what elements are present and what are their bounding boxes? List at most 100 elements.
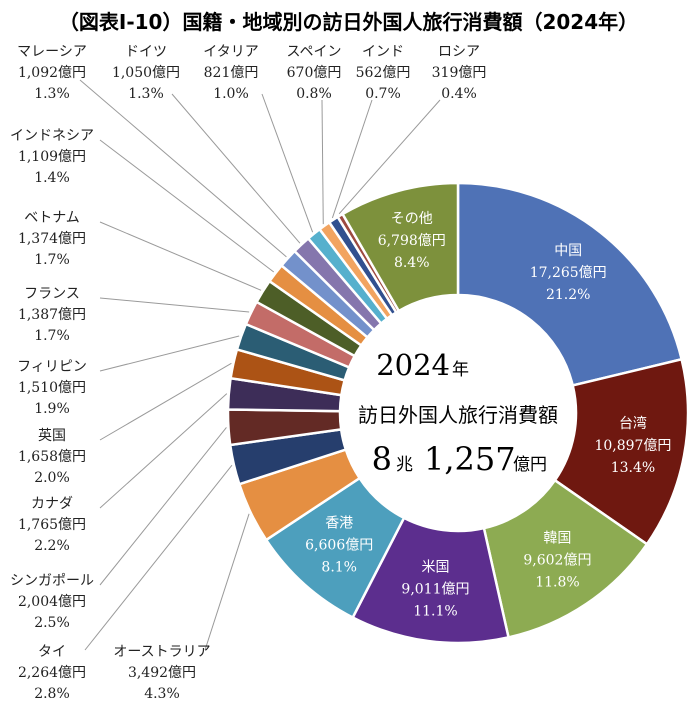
- slice-label-カナダ: カナダ 1,765億円 2.2%: [18, 496, 86, 554]
- center-oku-unit: 億円: [513, 455, 547, 475]
- leader-line-英国: [99, 362, 232, 441]
- slice-value: 3,492億円: [128, 665, 196, 681]
- slice-label-米国: 米国 9,011億円 11.1%: [401, 560, 469, 620]
- slice-name: イタリア: [203, 44, 258, 60]
- slice-value: 2,264億円: [18, 665, 86, 681]
- slice-name: タイ: [38, 644, 66, 660]
- slice-name: 韓国: [543, 531, 571, 547]
- leader-line-インドネシア: [99, 139, 275, 273]
- slice-pct: 0.7%: [365, 86, 401, 102]
- slice-pct: 1.3%: [34, 86, 70, 102]
- slice-name: その他: [391, 211, 433, 227]
- slice-label-ドイツ: ドイツ 1,050億円 1.3%: [112, 44, 180, 102]
- slice-pct: 8.4%: [394, 255, 430, 271]
- leader-line-フィリピン: [99, 335, 240, 372]
- slice-pct: 11.8%: [535, 575, 579, 591]
- slice-label-フィリピン: フィリピン 1,510億円 1.9%: [17, 359, 87, 417]
- slice-name: インドネシア: [10, 128, 94, 144]
- chart-title: （図表Ⅰ-10）国籍・地域別の訪日外国人旅行消費額（2024年）: [58, 10, 639, 34]
- slice-pct: 1.7%: [34, 252, 70, 268]
- leader-line-イタリア: [261, 93, 314, 233]
- slice-その他: [340, 181, 460, 313]
- slice-value: 821億円: [204, 65, 259, 81]
- slice-label-イタリア: イタリア 821億円 1.0%: [203, 44, 258, 102]
- slice-pct: 1.4%: [34, 170, 70, 186]
- slice-name: シンガポール: [10, 573, 94, 589]
- slice-label-ベトナム: ベトナム 1,374億円 1.7%: [18, 210, 86, 268]
- slice-name: ドイツ: [125, 44, 167, 60]
- slice-value: 670億円: [287, 65, 342, 81]
- slice-pct: 4.3%: [144, 686, 180, 702]
- slice-name: ロシア: [438, 44, 480, 60]
- slice-label-フランス: フランス 1,387億円 1.7%: [18, 286, 86, 344]
- leader-lines: [79, 79, 441, 651]
- slice-name: カナダ: [31, 496, 73, 512]
- leader-line-タイ: [84, 464, 233, 651]
- slice-label-台湾: 台湾 10,897億円 13.4%: [594, 415, 671, 476]
- slice-pct: 2.8%: [34, 686, 70, 702]
- slice-name: 英国: [38, 427, 66, 444]
- slice-name: フランス: [24, 286, 80, 302]
- slice-value: 6,606億円: [305, 538, 373, 554]
- donut-center: 2024 年 訪日外国人旅行消費額 8 兆 1,257 億円: [358, 348, 558, 478]
- slice-value: 9,011億円: [401, 582, 469, 598]
- slice-label-タイ: タイ 2,264億円 2.8%: [18, 644, 86, 702]
- slice-label-韓国: 韓国 9,602億円 11.8%: [523, 531, 591, 591]
- leader-line-ロシア: [338, 99, 441, 215]
- slice-value: 1,374億円: [18, 231, 86, 247]
- slice-name: オーストラリア: [113, 644, 210, 660]
- slice-value: 1,658億円: [18, 449, 86, 465]
- slice-value: 1,050億円: [112, 65, 180, 81]
- slice-pct: 2.0%: [34, 470, 70, 486]
- slice-value: 1,109億円: [18, 149, 86, 165]
- slice-labels: 中国 17,265億円 21.2% 台湾 10,897億円 13.4% 韓国 9,602億円 1…: [10, 44, 671, 702]
- slice-pct: 1.7%: [34, 328, 70, 344]
- leader-line-マレーシア: [79, 79, 287, 258]
- center-year: 2024: [376, 348, 450, 382]
- slice-label-英国: 英国 1,658億円 2.0%: [18, 427, 86, 486]
- slice-value: 1,510億円: [18, 380, 86, 396]
- center-total-oku: 1,257: [424, 440, 516, 478]
- leader-line-シンガポール: [99, 427, 227, 586]
- leader-line-フランス: [99, 297, 250, 313]
- slice-value: 1,765億円: [18, 517, 86, 533]
- center-label: 訪日外国人旅行消費額: [358, 403, 558, 427]
- slice-value: 1,387億円: [18, 307, 86, 323]
- slice-pct: 13.4%: [611, 460, 655, 476]
- leader-line-カナダ: [99, 393, 228, 509]
- slice-value: 319億円: [432, 65, 487, 81]
- slice-label-シンガポール: シンガポール 2,004億円 2.5%: [10, 573, 94, 631]
- slice-pct: 0.8%: [296, 86, 332, 102]
- slice-pct: 1.0%: [213, 86, 249, 102]
- slice-value: 2,004億円: [18, 594, 86, 610]
- slice-pct: 2.5%: [34, 615, 70, 631]
- center-year-unit: 年: [452, 360, 469, 380]
- slice-label-マレーシア: マレーシア 1,092億円 1.3%: [17, 44, 87, 102]
- center-cho-unit: 兆: [396, 455, 413, 475]
- slice-name: 香港: [325, 516, 353, 532]
- slice-pct: 2.2%: [34, 538, 70, 554]
- slice-name: 台湾: [619, 415, 647, 432]
- slice-value: 562億円: [356, 65, 411, 81]
- slice-value: 9,602億円: [523, 553, 591, 569]
- slice-pct: 8.1%: [321, 560, 357, 576]
- slice-name: フィリピン: [17, 359, 87, 375]
- leader-line-ベトナム: [99, 221, 262, 291]
- slice-label-インドネシア: インドネシア 1,109億円 1.4%: [10, 128, 94, 186]
- slice-value: 1,092億円: [18, 65, 86, 81]
- leader-line-インド: [331, 99, 373, 219]
- slice-name: インド: [362, 44, 404, 60]
- slice-name: スペイン: [286, 44, 341, 60]
- slice-label-中国: 中国 17,265億円 21.2%: [530, 243, 607, 303]
- slice-name: 中国: [554, 243, 582, 259]
- slice-name: マレーシア: [17, 44, 87, 60]
- leader-line-スペイン: [321, 99, 324, 225]
- slice-value: 17,265億円: [530, 265, 607, 281]
- slice-value: 6,798億円: [378, 233, 446, 249]
- slice-label-ロシア: ロシア 319億円 0.4%: [432, 44, 487, 102]
- slice-name: 米国: [421, 560, 449, 576]
- slice-台湾: [553, 357, 690, 546]
- center-total-cho: 8: [372, 440, 392, 478]
- slice-label-香港: 香港 6,606億円 8.1%: [305, 516, 373, 576]
